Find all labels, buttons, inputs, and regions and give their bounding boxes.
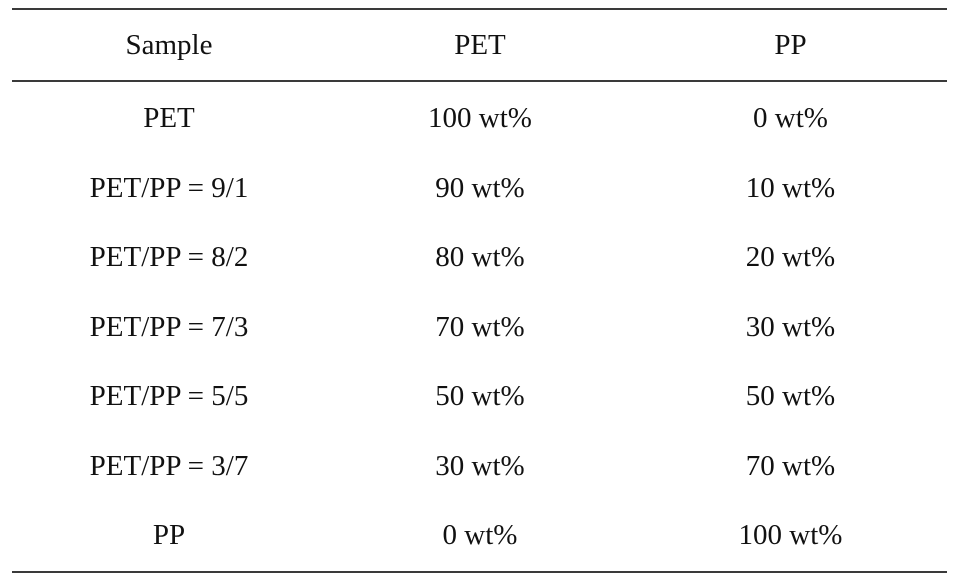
- cell-pp: 100 wt%: [738, 519, 843, 552]
- cell-pp: 50 wt%: [745, 380, 836, 413]
- cell-pet: 0 wt%: [442, 519, 518, 552]
- cell-pp: 20 wt%: [745, 241, 836, 274]
- cell-pp: 30 wt%: [745, 310, 836, 343]
- cell-pet: 70 wt%: [435, 310, 525, 343]
- table-row: PET/PP = 3/7 30 wt% 70 wt%: [12, 432, 947, 502]
- cell-sample: PET/PP = 5/5: [89, 380, 249, 413]
- table-row: PET/PP = 8/2 80 wt% 20 wt%: [12, 223, 947, 293]
- cell-pp: 10 wt%: [745, 171, 836, 204]
- composition-table: Sample PET PP PET 100 wt% 0 wt% PET/PP =…: [12, 8, 947, 573]
- cell-pet: 30 wt%: [435, 449, 525, 482]
- cell-pet: 90 wt%: [435, 171, 525, 204]
- table-row: PET 100 wt% 0 wt%: [12, 84, 947, 154]
- header-rule: [12, 80, 947, 82]
- top-rule: [12, 8, 947, 10]
- cell-pp: 70 wt%: [745, 449, 836, 482]
- header-pp: PP: [774, 28, 807, 61]
- cell-sample: PET/PP = 8/2: [89, 241, 249, 274]
- cell-sample: PET/PP = 9/1: [89, 171, 249, 204]
- cell-pet: 100 wt%: [428, 102, 532, 135]
- cell-sample: PET/PP = 3/7: [89, 449, 249, 482]
- cell-sample: PP: [152, 519, 186, 552]
- bottom-rule: [12, 570, 947, 573]
- table-body: PET 100 wt% 0 wt% PET/PP = 9/1 90 wt% 10…: [12, 82, 947, 571]
- cell-sample: PET: [143, 102, 195, 135]
- cell-sample: PET/PP = 7/3: [89, 310, 249, 343]
- table-row: PET/PP = 5/5 50 wt% 50 wt%: [12, 362, 947, 432]
- table-row: PET/PP = 7/3 70 wt% 30 wt%: [12, 293, 947, 363]
- cell-pet: 50 wt%: [435, 380, 525, 413]
- table-row: PP 0 wt% 100 wt%: [12, 501, 947, 571]
- header-row: Sample PET PP: [12, 10, 947, 80]
- table-row: PET/PP = 9/1 90 wt% 10 wt%: [12, 154, 947, 224]
- cell-pet: 80 wt%: [435, 241, 525, 274]
- header-pet: PET: [454, 28, 506, 61]
- cell-pp: 0 wt%: [753, 102, 828, 135]
- header-sample: Sample: [125, 28, 213, 61]
